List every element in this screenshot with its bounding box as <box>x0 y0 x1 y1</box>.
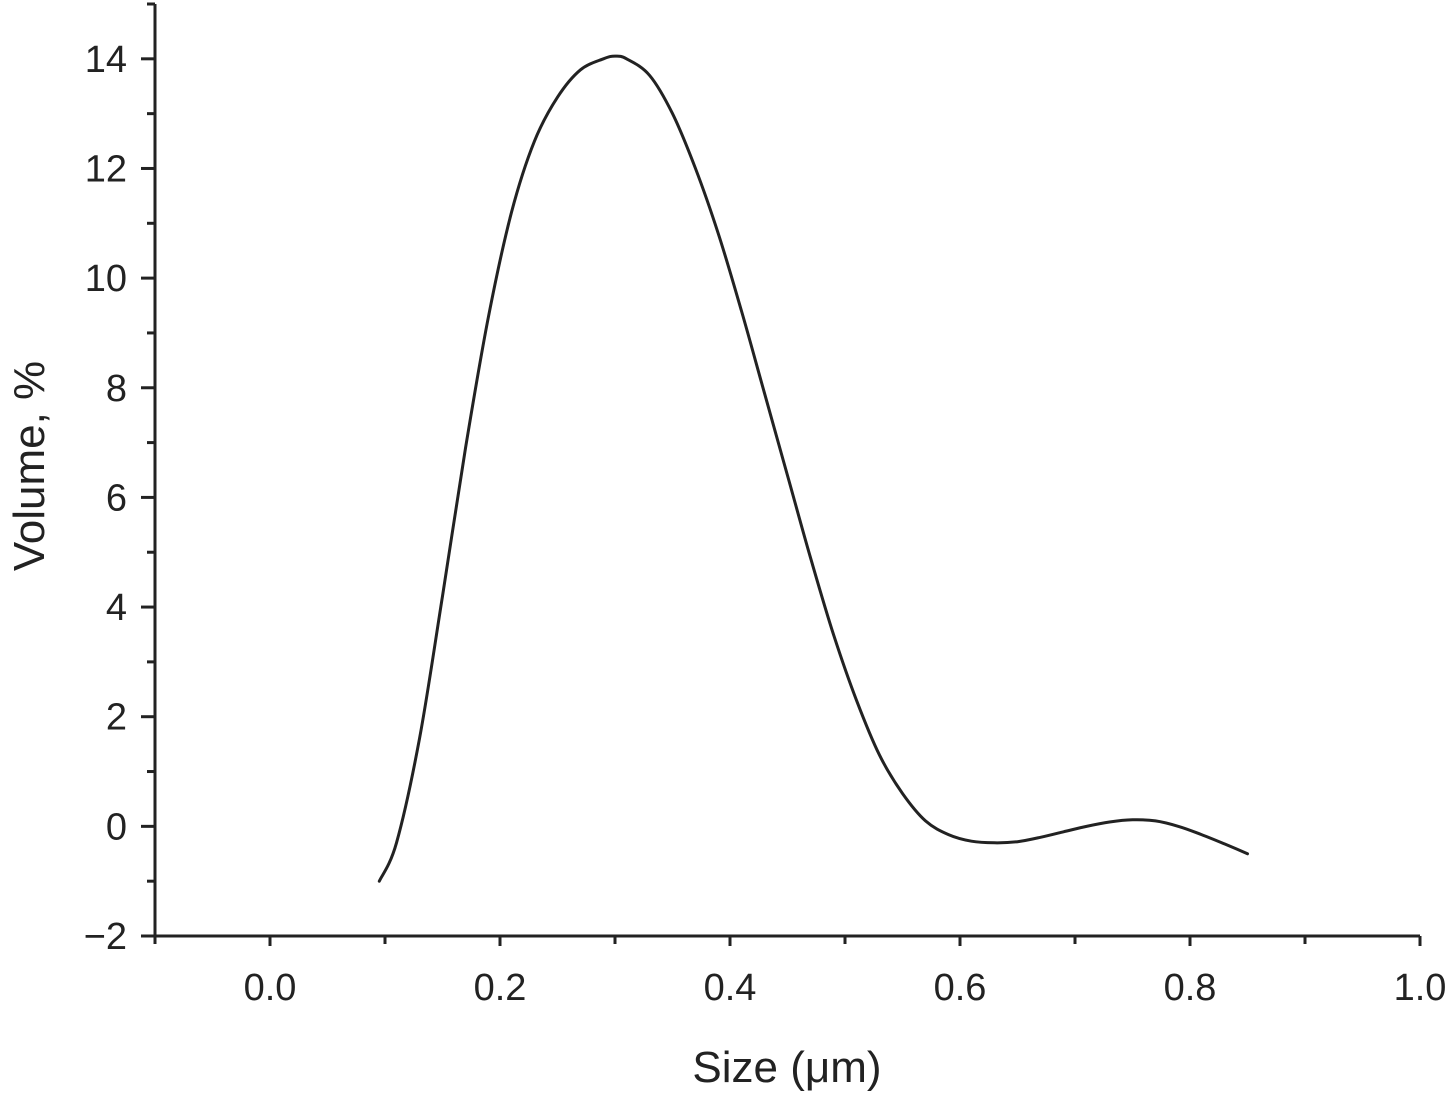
axes <box>153 4 1420 938</box>
x-tick-label: 0.2 <box>474 967 527 1009</box>
x-tick-label: 0.4 <box>704 967 757 1009</box>
y-axis-label: Volume, % <box>5 361 54 571</box>
x-tick-label: 0.0 <box>244 967 297 1009</box>
y-tick-label: −2 <box>84 916 127 958</box>
y-tick-label: 12 <box>85 148 127 190</box>
series-line <box>377 54 1249 883</box>
x-ticks: 0.0 0.2 0.4 0.6 0.8 1.0 <box>153 936 1447 1009</box>
y-tick-label: 0 <box>106 806 127 848</box>
x-tick-label: 1.0 <box>1394 967 1447 1009</box>
y-ticks: −2 0 2 4 6 8 10 12 14 <box>84 2 155 958</box>
x-tick-label: 0.6 <box>934 967 987 1009</box>
y-tick-label: 6 <box>106 477 127 519</box>
y-tick-label: 14 <box>85 39 127 81</box>
y-tick-label: 2 <box>106 697 127 739</box>
y-tick-label: 4 <box>106 587 127 629</box>
y-tick-label: 10 <box>85 258 127 300</box>
x-axis-label: Size (μm) <box>692 1043 881 1092</box>
x-tick-label: 0.8 <box>1164 967 1217 1009</box>
y-tick-label: 8 <box>106 368 127 410</box>
